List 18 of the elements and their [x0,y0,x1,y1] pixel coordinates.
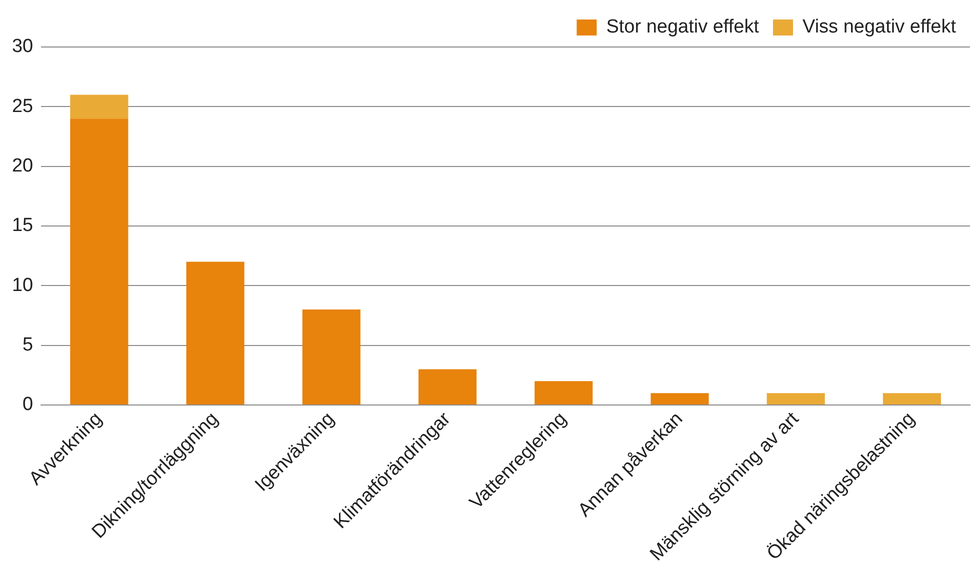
y-tick-label: 20 [12,156,34,177]
bar [70,118,128,405]
bar [766,393,825,405]
legend-label: Viss negativ effekt [802,16,957,38]
bar [302,310,360,405]
bar [534,381,593,405]
y-tick-label: 25 [12,96,34,117]
y-tick-label: 0 [22,394,34,416]
y-tick-label: 10 [12,274,34,296]
bar [418,369,477,405]
y-tick-label: 15 [12,215,34,236]
bar [186,262,244,405]
bar [882,393,941,405]
bar [70,94,128,119]
y-tick-label: 30 [12,36,34,58]
legend-label: Stor negativ effekt [606,16,760,38]
bar [650,393,709,405]
y-tick-label: 5 [22,334,34,356]
